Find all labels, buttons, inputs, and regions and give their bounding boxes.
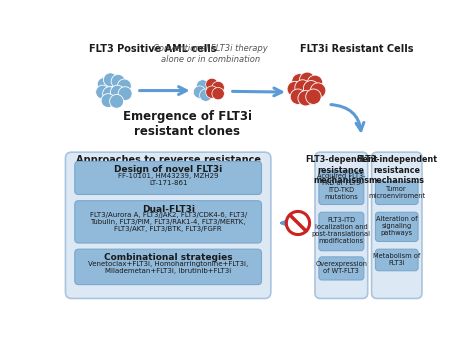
FancyBboxPatch shape: [319, 171, 364, 205]
Circle shape: [118, 79, 131, 93]
FancyBboxPatch shape: [372, 152, 422, 299]
Text: Design of novel FLT3i: Design of novel FLT3i: [114, 165, 222, 174]
Text: Venetoclax+FLT3i, Homoharringtonine+FLT3i,
Milademetan+FLT3i, Ibrutinib+FLT3i: Venetoclax+FLT3i, Homoharringtonine+FLT3…: [88, 261, 248, 274]
Text: FLT3/Aurora A, FLT3/JAK2, FLT3/CDK4-6, FLT3/
Tubulin, FLT3/PIM, FLT3/RAK1-4, FLT: FLT3/Aurora A, FLT3/JAK2, FLT3/CDK4-6, F…: [90, 212, 247, 232]
FancyBboxPatch shape: [375, 181, 418, 205]
Circle shape: [193, 86, 206, 98]
Text: FLT3-independent
resistance
mechanisms: FLT3-independent resistance mechanisms: [356, 155, 437, 185]
Text: Metabolism of
FLT3i: Metabolism of FLT3i: [373, 253, 420, 266]
Circle shape: [290, 89, 306, 105]
FancyBboxPatch shape: [75, 201, 262, 243]
Text: Tumor
microenviroment: Tumor microenviroment: [368, 186, 425, 199]
Circle shape: [111, 74, 125, 88]
Text: Combinational strategies: Combinational strategies: [104, 253, 232, 262]
Text: Conventional FLT3i therapy
alone or in combination: Conventional FLT3i therapy alone or in c…: [153, 44, 268, 64]
Circle shape: [306, 89, 321, 105]
Circle shape: [286, 212, 310, 235]
Circle shape: [97, 77, 111, 91]
Text: Overexpression
of WT-FLT3: Overexpression of WT-FLT3: [315, 261, 367, 274]
Circle shape: [118, 87, 132, 100]
Text: Acquired FLT3-
TKD or FLT3-
ITD-TKD
mutations: Acquired FLT3- TKD or FLT3- ITD-TKD muta…: [317, 173, 365, 200]
FancyBboxPatch shape: [75, 249, 262, 284]
Text: FLT3i Resistant Cells: FLT3i Resistant Cells: [300, 44, 413, 54]
FancyBboxPatch shape: [315, 152, 368, 299]
Text: FLT3 Positive AML cells: FLT3 Positive AML cells: [89, 44, 216, 54]
Circle shape: [307, 75, 323, 90]
Circle shape: [206, 78, 218, 90]
Text: Dual-FLT3i: Dual-FLT3i: [142, 205, 195, 214]
Text: Approaches to reverse resistance: Approaches to reverse resistance: [76, 155, 261, 165]
FancyBboxPatch shape: [319, 257, 364, 280]
Circle shape: [287, 81, 302, 97]
FancyBboxPatch shape: [375, 249, 418, 271]
Circle shape: [212, 87, 224, 100]
Circle shape: [295, 80, 310, 95]
Text: FF-10101, HM43239, MZH29
LT-171-861: FF-10101, HM43239, MZH29 LT-171-861: [118, 173, 219, 186]
Circle shape: [101, 94, 115, 107]
FancyBboxPatch shape: [319, 212, 364, 251]
Circle shape: [300, 72, 315, 87]
FancyBboxPatch shape: [375, 212, 418, 241]
Circle shape: [206, 86, 218, 98]
Circle shape: [103, 87, 117, 100]
Circle shape: [96, 85, 109, 99]
Circle shape: [303, 80, 319, 96]
Text: FLT3-dependent
resistance
mechanisms: FLT3-dependent resistance mechanisms: [305, 155, 378, 185]
Circle shape: [310, 83, 326, 98]
Circle shape: [200, 89, 212, 101]
FancyBboxPatch shape: [75, 161, 262, 194]
Circle shape: [196, 80, 209, 92]
Circle shape: [110, 85, 124, 99]
Circle shape: [109, 94, 124, 108]
Circle shape: [298, 90, 313, 106]
Circle shape: [103, 73, 118, 87]
Text: Alteration of
signaling
pathways: Alteration of signaling pathways: [376, 216, 418, 236]
Text: FLT3-ITD
localization and
post-translational
modifications: FLT3-ITD localization and post-translati…: [312, 217, 371, 244]
Circle shape: [292, 74, 307, 89]
Text: Emergence of FLT3i
resistant clones: Emergence of FLT3i resistant clones: [123, 110, 252, 138]
FancyBboxPatch shape: [65, 152, 271, 299]
Circle shape: [212, 81, 224, 94]
